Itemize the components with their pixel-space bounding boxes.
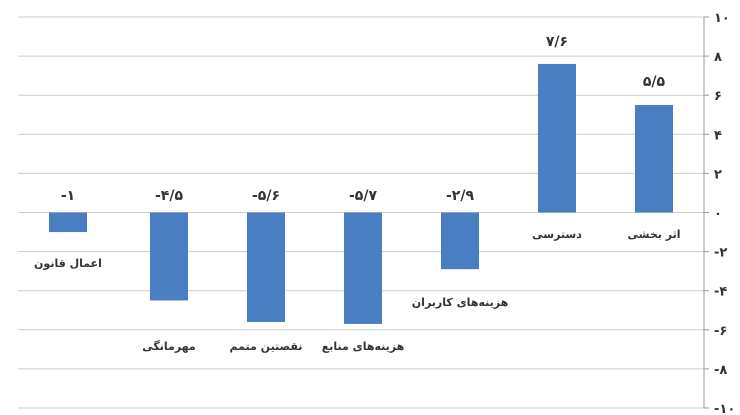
data-label: -۵/۷ bbox=[349, 188, 377, 204]
category-label: نقصتین متمم bbox=[230, 340, 303, 353]
bar bbox=[441, 212, 479, 270]
bar bbox=[247, 212, 285, 322]
category-label: هزینه‌های کاربران bbox=[412, 296, 508, 309]
y-tick-label: ۴ bbox=[714, 128, 722, 143]
data-label: -۲/۹ bbox=[446, 188, 474, 204]
category-labels: اعمال قانون مهرمانگی نقصتین متمم هزینه‌های … bbox=[34, 228, 680, 353]
bars bbox=[49, 63, 673, 324]
y-tick-label: -۴ bbox=[714, 285, 727, 300]
bar bbox=[538, 63, 576, 213]
category-label: مهرمانگی bbox=[142, 340, 196, 353]
data-label: -۴/۵ bbox=[155, 188, 183, 204]
bar bbox=[150, 212, 188, 301]
y-tick-label: ۲ bbox=[714, 167, 722, 182]
bar bbox=[635, 104, 673, 213]
y-tick-label: ۰ bbox=[714, 207, 722, 222]
y-tick-label: -۶ bbox=[714, 324, 727, 339]
category-label: دسترسی bbox=[532, 228, 582, 241]
y-tick-label: -۱۰ bbox=[714, 402, 735, 415]
category-label: اعمال قانون bbox=[34, 257, 102, 270]
y-tick-label: ۸ bbox=[714, 50, 722, 65]
data-labels: -۱ -۴/۵ -۵/۶ -۵/۷ -۲/۹ ۷/۶ ۵/۵ bbox=[61, 34, 666, 204]
data-label: ۵/۵ bbox=[643, 74, 666, 90]
category-label: هزینه‌های منابع bbox=[322, 340, 405, 353]
y-tick-label: ۱۰ bbox=[714, 11, 730, 26]
y-tick-label: -۸ bbox=[714, 363, 727, 378]
data-label: -۱ bbox=[61, 188, 75, 204]
bar bbox=[49, 212, 87, 233]
bar bbox=[344, 212, 382, 324]
y-axis-ticks: ۱۰ ۸ ۶ ۴ ۲ ۰ -۲ -۴ -۶ -۸ -۱۰ bbox=[704, 11, 735, 415]
y-tick-label: -۲ bbox=[714, 246, 727, 261]
data-label: -۵/۶ bbox=[252, 188, 280, 204]
data-label: ۷/۶ bbox=[546, 34, 568, 50]
y-tick-label: ۶ bbox=[714, 89, 722, 104]
category-label: اثر بخشی bbox=[628, 228, 681, 241]
